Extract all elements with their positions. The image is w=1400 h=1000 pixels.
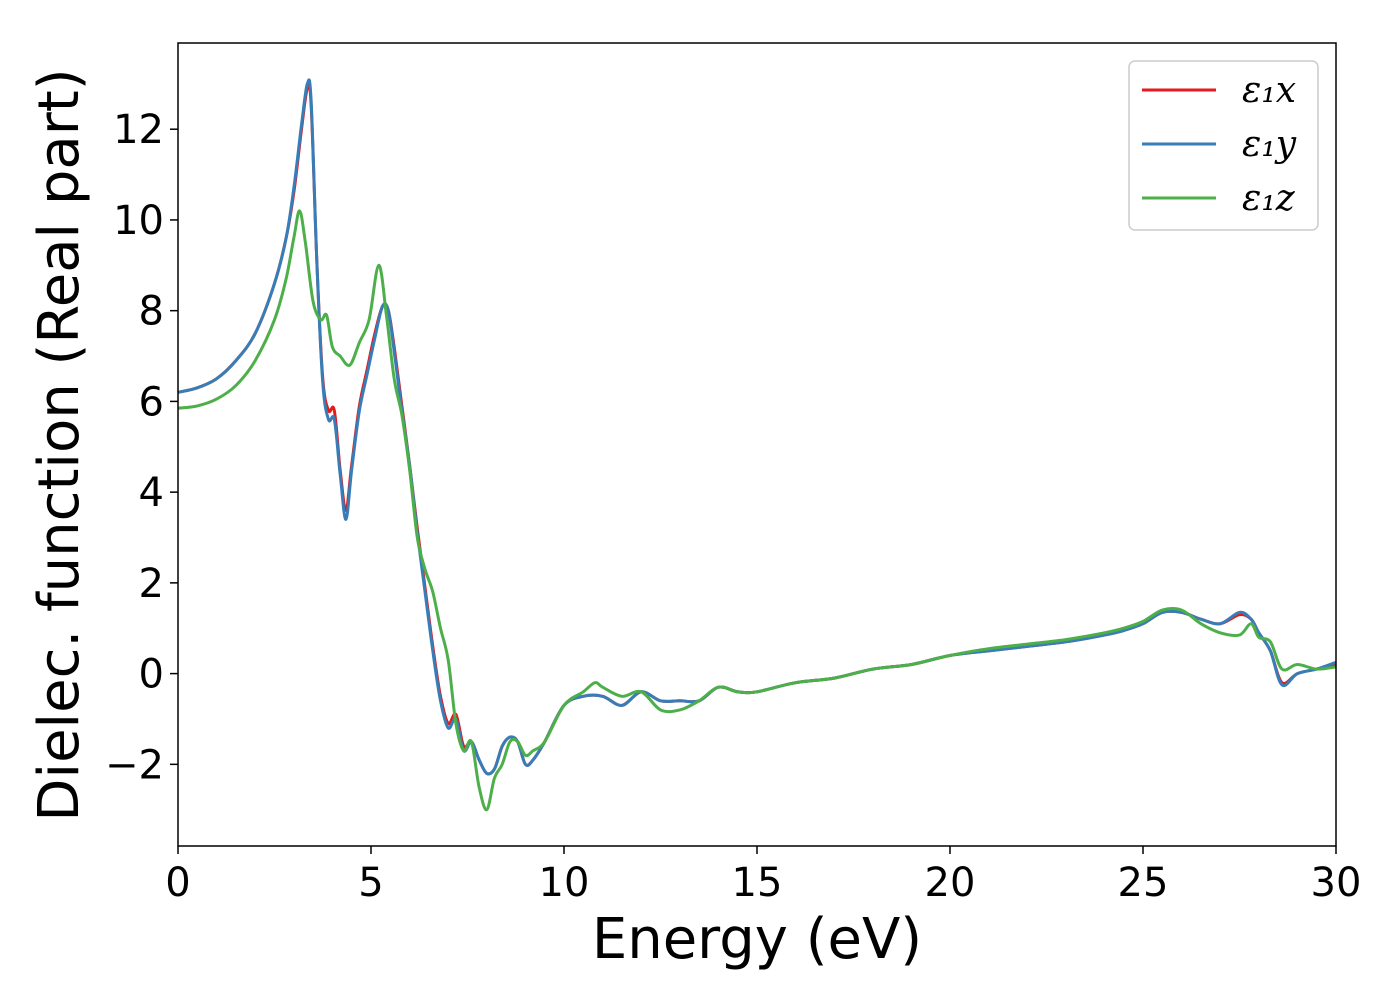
x-axis-ticks: 0 5 10 15 20 25 30: [165, 846, 1361, 906]
x-tick-label: 20: [925, 860, 976, 906]
x-tick-label: 0: [165, 860, 190, 906]
x-tick-label: 15: [732, 860, 783, 906]
y-tick-label: 6: [139, 379, 164, 425]
y-axis-ticks: −2 0 2 4 6 8 10 12: [105, 107, 178, 788]
y-tick-label: 10: [113, 198, 164, 244]
x-tick-label: 30: [1311, 860, 1362, 906]
x-tick-label: 5: [358, 860, 383, 906]
y-tick-label: 12: [113, 107, 164, 153]
legend-label-2: ε₁y: [1242, 124, 1297, 165]
series-line-3: [178, 209, 1336, 812]
legend-box: [1128, 60, 1319, 231]
series-line-2: [178, 78, 1336, 776]
x-axis-label: Energy (eV): [592, 907, 922, 972]
y-tick-label: −2: [105, 742, 164, 788]
y-tick-label: 8: [139, 289, 164, 335]
x-tick-label: 25: [1118, 860, 1169, 906]
legend-label-1: ε₁x: [1242, 70, 1296, 111]
legend: ε₁x ε₁y ε₁z: [1128, 60, 1319, 231]
x-tick-label: 10: [539, 860, 590, 906]
y-axis-label: Dielec. function (Real part): [27, 68, 92, 821]
y-tick-label: 2: [139, 561, 164, 607]
y-tick-label: 4: [139, 470, 164, 516]
y-tick-label: 0: [139, 652, 164, 698]
legend-label-3: ε₁z: [1242, 178, 1296, 219]
series-layer: [178, 78, 1336, 812]
